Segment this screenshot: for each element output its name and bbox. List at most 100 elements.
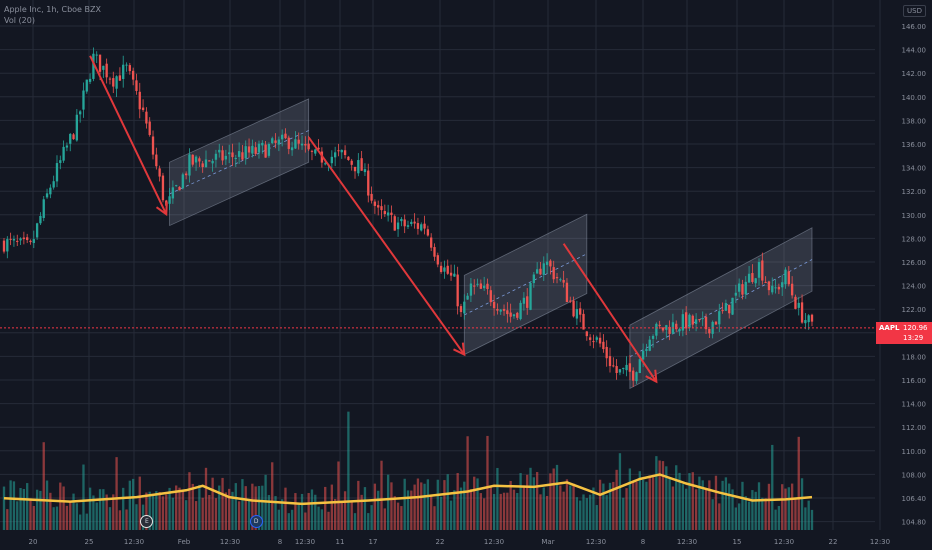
volume-bar	[370, 505, 373, 530]
candle-body	[724, 303, 728, 311]
candle-body	[22, 237, 26, 240]
price-tick-label: 136.00	[902, 141, 927, 149]
time-tick-label: 12:30	[677, 538, 697, 546]
volume-bar	[65, 505, 69, 530]
volume-bar	[224, 492, 228, 530]
candle-body	[479, 283, 483, 289]
volume-bar	[499, 493, 502, 530]
candle-body	[297, 139, 300, 144]
candle-body	[294, 139, 297, 149]
volume-bar	[526, 474, 529, 530]
volume-bar	[274, 496, 277, 530]
volume-bar	[439, 496, 443, 530]
trend-arrow-head	[155, 202, 168, 217]
candle-body	[271, 138, 274, 144]
candle-body	[439, 265, 443, 273]
volume-bar	[333, 498, 337, 530]
volume-bar	[115, 457, 118, 530]
volume-bar	[271, 462, 274, 530]
last-price-tag: AAPL 120.96 13:29	[876, 321, 932, 344]
volume-bar	[764, 498, 767, 530]
candle-body	[72, 134, 75, 140]
candle-body	[16, 240, 19, 242]
candle-body	[62, 146, 65, 161]
volume-bar	[555, 464, 559, 530]
volume-bar	[406, 490, 410, 530]
volume-bar	[396, 502, 400, 530]
volume-bar	[237, 501, 241, 530]
volume-bar	[516, 492, 519, 530]
volume-bar	[171, 497, 175, 530]
candle-body	[516, 312, 519, 318]
candle-body	[416, 223, 420, 229]
candle-body	[314, 149, 317, 154]
candle-body	[608, 356, 612, 367]
candle-body	[49, 187, 52, 195]
candle-body	[781, 282, 784, 288]
volume-bar	[598, 479, 602, 530]
price-tick-label: 142.00	[902, 70, 927, 78]
volume-bar	[751, 490, 754, 530]
candle-body	[307, 143, 310, 150]
candle-body	[340, 149, 343, 153]
symbol-title: Apple Inc, 1h, Cboe BZX	[4, 5, 101, 14]
volume-bar	[473, 476, 476, 530]
volume-bar	[466, 436, 469, 530]
candle-body	[658, 324, 661, 327]
candle-body	[151, 136, 155, 155]
candle-body	[539, 268, 542, 275]
candle-body	[638, 359, 641, 374]
dividend-event-icon[interactable]: D	[249, 515, 263, 528]
candle-body	[231, 152, 234, 158]
candle-body	[787, 271, 790, 285]
candle-body	[2, 240, 6, 252]
volume-bar	[310, 489, 314, 530]
candle-body	[79, 111, 82, 115]
candle-body	[499, 309, 502, 312]
candle-body	[549, 260, 552, 267]
trend-arrows	[89, 55, 658, 384]
candle-body	[714, 321, 718, 325]
candle-body	[565, 282, 569, 303]
time-tick-label: 17	[369, 538, 378, 546]
volume-bar	[605, 495, 608, 530]
candle-body	[317, 147, 320, 150]
candle-body	[668, 326, 671, 334]
volume-bar	[569, 485, 572, 530]
candle-body	[75, 114, 79, 141]
earnings-event-icon[interactable]: E	[140, 515, 154, 528]
candle-body	[512, 314, 516, 317]
candle-body	[181, 174, 184, 189]
time-tick-label: 25	[85, 538, 94, 546]
volume-bar	[135, 504, 138, 530]
volume-bar	[685, 488, 688, 530]
candle-body	[92, 53, 95, 79]
volume-bar	[781, 484, 784, 530]
time-tick-label: 12:30	[124, 538, 144, 546]
trend-arrow-head	[453, 342, 466, 357]
candle-body	[469, 283, 473, 296]
price-tick-label: 108.00	[902, 471, 927, 479]
volume-bar	[6, 509, 9, 530]
volume-bar	[297, 503, 300, 530]
candle-body	[122, 64, 125, 79]
candle-body	[261, 142, 264, 146]
volume-bar	[522, 485, 526, 530]
candle-body	[648, 339, 651, 351]
candle-body	[300, 143, 304, 146]
candle-body	[201, 163, 204, 168]
volume-bar	[88, 487, 92, 530]
volume-bar	[790, 483, 794, 530]
trend-arrow-line	[307, 136, 466, 356]
time-tick-label: 11	[336, 538, 345, 546]
candle-body	[761, 260, 764, 281]
candle-body	[618, 369, 622, 373]
price-tick-label: 140.00	[902, 94, 927, 102]
candle-body	[396, 222, 400, 230]
currency-button[interactable]: USD	[903, 5, 926, 17]
candle-body	[131, 70, 135, 80]
candle-body	[367, 170, 370, 196]
volume-bar	[701, 480, 704, 530]
candle-body	[433, 247, 436, 257]
